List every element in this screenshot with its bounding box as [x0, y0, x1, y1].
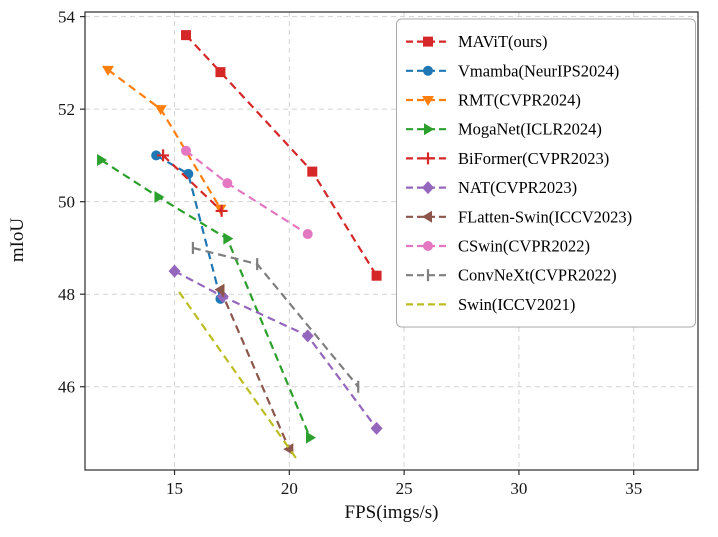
legend-item-mavit-ours: MAViT(ours)	[406, 32, 547, 51]
legend-item-swin-iccv2021: Swin(ICCV2021)	[406, 295, 575, 314]
data-point-marker	[424, 123, 434, 136]
series-line	[100, 159, 312, 439]
legend-item-cswin-cvpr2022: CSwin(CVPR2022)	[406, 237, 590, 256]
data-point-marker	[151, 150, 162, 161]
x-tick-label: 35	[625, 479, 642, 498]
legend-label: MogaNet(ICLR2024)	[458, 120, 602, 139]
data-point-marker	[370, 421, 383, 435]
x-tick-label: 20	[281, 479, 298, 498]
legend-item-flatten-swin-iccv2023: FLatten-Swin(ICCV2023)	[406, 207, 632, 226]
data-point-marker	[423, 65, 433, 76]
x-tick-label: 25	[396, 479, 413, 498]
series-line	[192, 246, 360, 388]
legend-item-moganet-iclr2024: MogaNet(ICLR2024)	[406, 120, 602, 139]
legend-item-rmt-cvpr2024: RMT(CVPR2024)	[406, 91, 581, 110]
data-point-marker	[223, 232, 234, 245]
series-nat-cvpr2023	[168, 264, 383, 435]
data-point-marker	[422, 152, 434, 165]
legend-label: FLatten-Swin(ICCV2023)	[458, 207, 632, 226]
y-tick-label: 52	[58, 100, 75, 119]
x-tick-label: 30	[510, 479, 527, 498]
y-tick-label: 48	[58, 285, 75, 304]
legend-item-nat-cvpr2023: NAT(CVPR2023)	[406, 178, 577, 197]
data-point-marker	[168, 264, 181, 278]
data-point-marker	[154, 191, 165, 204]
series-line	[178, 291, 298, 460]
data-point-marker	[302, 229, 313, 240]
x-tick-label: 15	[166, 479, 183, 498]
series-line	[107, 68, 222, 210]
data-point-marker	[181, 30, 192, 41]
legend-label: ConvNeXt(CVPR2022)	[458, 266, 617, 285]
series-rmt-cvpr2024	[101, 65, 227, 215]
legend-box	[396, 18, 696, 328]
data-point-marker	[422, 210, 432, 223]
legend-label: MAViT(ours)	[458, 32, 547, 51]
data-point-marker	[307, 166, 318, 177]
data-point-marker	[423, 36, 433, 47]
data-point-marker	[157, 149, 170, 162]
series-biformer-cvpr2023	[157, 149, 228, 217]
data-point-marker	[215, 67, 226, 78]
series-line	[155, 154, 222, 300]
y-axis-label: mIoU	[7, 217, 28, 263]
series-mavit-ours	[181, 30, 382, 281]
legend-label: Swin(ICCV2021)	[458, 295, 575, 314]
series-swin-iccv2021	[178, 291, 298, 460]
y-tick-label: 54	[58, 8, 76, 27]
x-axis-label: FPS(imgs/s)	[344, 502, 439, 523]
series-vmamba-neurips2024	[151, 150, 226, 304]
legend: MAViT(ours) Vmamba(NeurIPS2024) RMT(CVPR20…	[396, 18, 696, 328]
data-point-marker	[422, 181, 434, 195]
legend-item-vmamba-neurips2024: Vmamba(NeurIPS2024)	[406, 61, 619, 80]
data-point-marker	[305, 431, 316, 444]
legend-item-biformer-cvpr2023: BiFormer(CVPR2023)	[406, 149, 609, 168]
data-point-marker	[222, 178, 233, 189]
legend-label: CSwin(CVPR2022)	[458, 237, 590, 256]
series-line	[162, 154, 223, 212]
y-tick-label: 46	[58, 378, 75, 397]
data-point-marker	[422, 96, 434, 106]
data-point-marker	[181, 145, 192, 156]
series-line	[185, 34, 378, 277]
data-point-marker	[101, 65, 114, 76]
data-point-marker	[154, 105, 167, 116]
data-point-marker	[214, 283, 225, 296]
legend-label: RMT(CVPR2024)	[458, 91, 581, 110]
data-point-marker	[215, 204, 228, 217]
series-moganet-iclr2024	[97, 154, 316, 444]
legend-label: BiFormer(CVPR2023)	[458, 149, 609, 168]
legend-label: NAT(CVPR2023)	[458, 178, 577, 197]
y-tick-label: 50	[58, 193, 75, 212]
data-point-marker	[371, 270, 382, 281]
legend-item-convnext-cvpr2022: ConvNeXt(CVPR2022)	[406, 266, 617, 285]
data-point-marker	[301, 329, 314, 343]
data-point-marker	[97, 154, 108, 167]
plot-border	[84, 11, 699, 471]
series-line	[173, 270, 378, 430]
legend-label: Vmamba(NeurIPS2024)	[458, 61, 619, 80]
series-cswin-cvpr2022	[181, 145, 313, 240]
series-convnext-cvpr2022	[191, 241, 360, 393]
data-point-marker	[423, 241, 433, 251]
series-line	[219, 289, 291, 450]
